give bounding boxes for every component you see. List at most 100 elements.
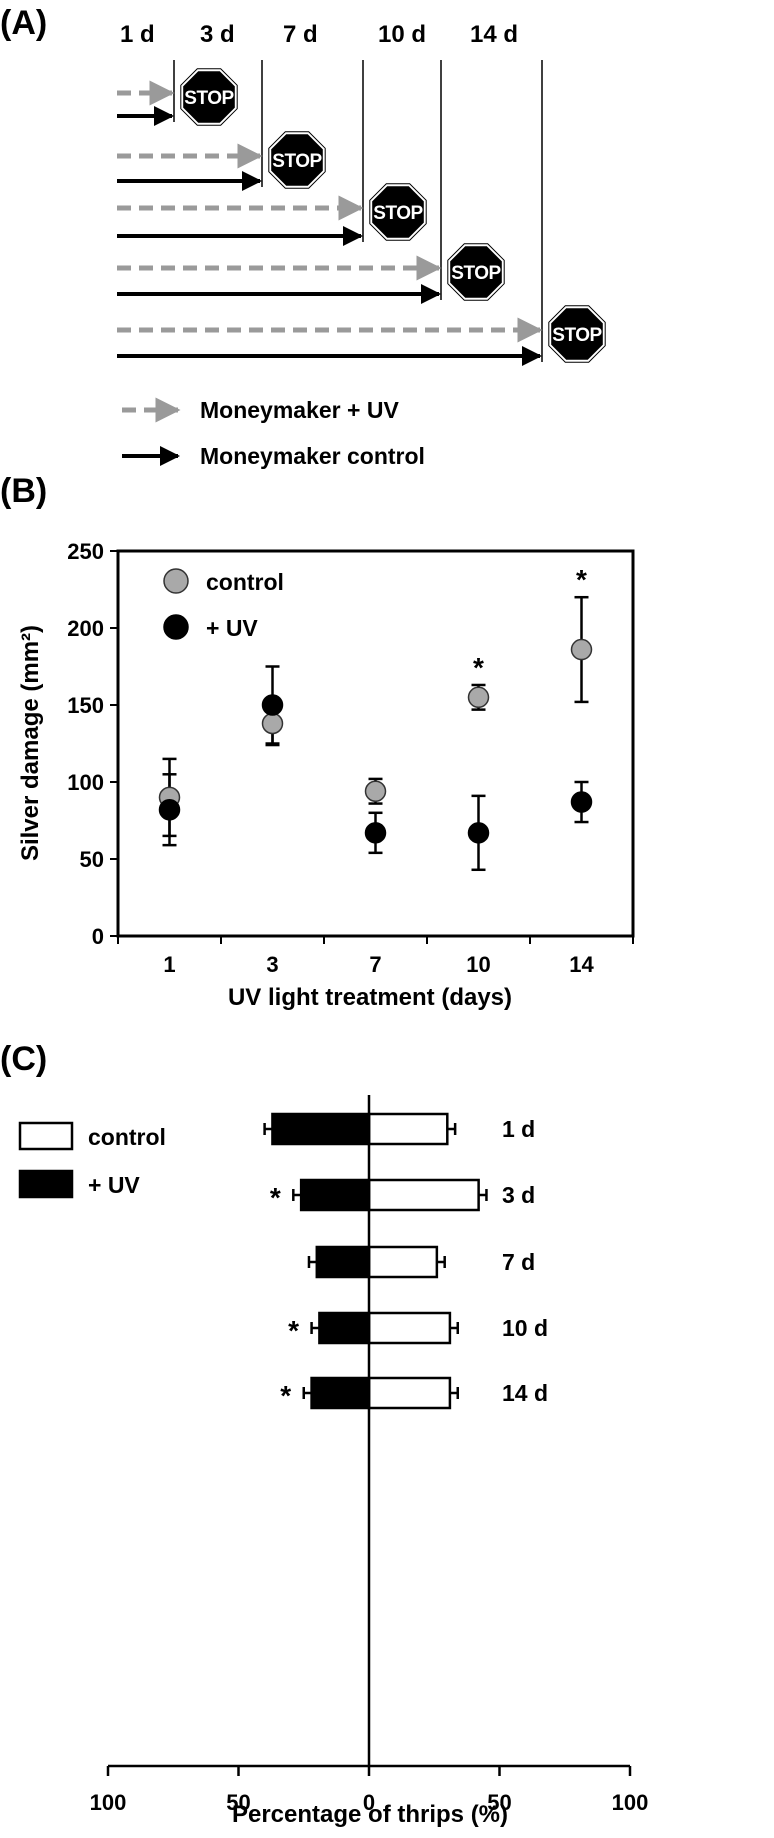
bar-uv-1 d xyxy=(263,1112,371,1146)
bar-rect xyxy=(367,1245,439,1279)
legend-control-label: control xyxy=(206,569,284,595)
stop-sign-label: STOP xyxy=(451,263,501,284)
y-tick-label: 100 xyxy=(67,770,104,795)
bar-uv-3 d xyxy=(292,1178,371,1212)
marker-control xyxy=(570,638,593,661)
y-tick-label: 250 xyxy=(67,539,104,564)
stop-sign-border xyxy=(548,305,606,363)
stop-sign-shape xyxy=(549,306,605,362)
bar-rect xyxy=(310,1376,371,1410)
stop-sign-shape xyxy=(448,244,504,300)
significance-star: * xyxy=(288,1315,299,1346)
bar-rect xyxy=(367,1376,452,1410)
panel-b-data: ** xyxy=(158,564,593,872)
x-tick-label: 100 xyxy=(612,1790,649,1815)
bar-uv-7 d xyxy=(307,1245,371,1279)
stop-sign-shape xyxy=(181,69,237,125)
y-tick-label: 0 xyxy=(92,924,104,949)
bar-rect xyxy=(299,1178,371,1212)
stop-sign-border xyxy=(180,68,238,126)
x-tick-label: 1 xyxy=(163,952,175,977)
stop-sign-label: STOP xyxy=(184,88,234,109)
panel-b-frame xyxy=(116,549,635,938)
legend-uv-label: + UV xyxy=(206,615,258,641)
stop-sign-label: STOP xyxy=(552,325,602,346)
significance-star: * xyxy=(576,564,587,595)
panel-c-label: (C) xyxy=(0,1040,47,1078)
x-tick-label: 100 xyxy=(90,1790,127,1815)
stop-sign-border xyxy=(369,183,427,241)
category-label: 14 d xyxy=(502,1380,548,1406)
legend-uv-swatch xyxy=(18,1169,74,1199)
x-tick-label: 50 xyxy=(226,1790,250,1815)
day-header-7d: 7 d xyxy=(283,21,318,48)
legend-control-swatch xyxy=(18,1121,74,1151)
stop-sign-border xyxy=(268,131,326,189)
category-label: 1 d xyxy=(502,1116,535,1142)
day-header-3d: 3 d xyxy=(200,21,235,48)
stop-sign-border xyxy=(447,243,505,301)
legend-control-marker xyxy=(163,568,189,594)
stop-sign-icon: STOP xyxy=(180,68,238,126)
bar-rect xyxy=(367,1178,480,1212)
y-tick-label: 200 xyxy=(67,616,104,641)
panel-c-legend: control + UV xyxy=(18,1121,166,1199)
marker-control xyxy=(467,686,490,709)
marker-uv xyxy=(158,798,181,821)
x-tick-label: 7 xyxy=(369,952,381,977)
bar-control-3 d xyxy=(367,1178,488,1212)
y-tick-label: 150 xyxy=(67,693,104,718)
category-label: 7 d xyxy=(502,1249,535,1275)
bar-rect xyxy=(271,1112,371,1146)
significance-star: * xyxy=(280,1380,291,1411)
stop-sign-icon: STOP xyxy=(268,131,326,189)
legend-control-label: Moneymaker control xyxy=(200,443,425,469)
panel-b-y-axis-title: Silver damage (mm²) xyxy=(17,625,44,861)
stop-sign-shape xyxy=(370,184,426,240)
panel-c-axes: 100 50 0 50 100 xyxy=(90,1095,649,1815)
bar-rect xyxy=(315,1245,371,1279)
bar-control-1 d xyxy=(367,1112,457,1146)
panel-b-axes: 0 50 100 150 200 250 1 3 7 10 14 xyxy=(67,539,634,977)
panel-b-label: (B) xyxy=(0,472,47,510)
y-tick-label: 50 xyxy=(80,847,104,872)
stop-sign-icon: STOP xyxy=(548,305,606,363)
legend-control-label: control xyxy=(88,1124,166,1150)
bar-control-10 d xyxy=(367,1311,459,1345)
stop-sign-icon: STOP xyxy=(447,243,505,301)
stop-sign-shape xyxy=(269,132,325,188)
day-header-14d: 14 d xyxy=(470,21,518,48)
panel-b-x-axis-title: UV light treatment (days) xyxy=(228,984,512,1011)
panel-b-legend: control + UV xyxy=(163,568,284,641)
marker-control xyxy=(364,780,387,802)
bar-control-14 d xyxy=(367,1376,459,1410)
stop-sign-label: STOP xyxy=(373,203,423,224)
marker-uv xyxy=(570,791,593,813)
bar-uv-14 d xyxy=(302,1376,371,1410)
marker-uv xyxy=(364,822,387,844)
legend-uv-label: + UV xyxy=(88,1172,140,1198)
stop-sign-label: STOP xyxy=(272,151,322,172)
stop-sign-icon: STOP xyxy=(369,183,427,241)
panel-c-data: 1 d 3 d 7 d 10 d 14 d * * * xyxy=(263,1112,548,1411)
x-tick-label: 50 xyxy=(487,1790,511,1815)
bar-rect xyxy=(367,1311,452,1345)
x-tick-label: 10 xyxy=(466,952,490,977)
panel-c-x-axis-title: Percentage of thrips (%) xyxy=(232,1801,508,1828)
x-tick-label: 3 xyxy=(266,952,278,977)
panel-a-label: (A) xyxy=(0,4,47,42)
bar-rect xyxy=(367,1112,449,1146)
panel-a-day-headers: 1 d 3 d 7 d 10 d 14 d xyxy=(120,21,518,48)
x-tick-label: 14 xyxy=(569,952,594,977)
significance-star: * xyxy=(270,1182,281,1213)
bar-rect xyxy=(318,1311,371,1345)
day-header-10d: 10 d xyxy=(378,21,426,48)
bar-control-7 d xyxy=(367,1245,446,1279)
marker-uv xyxy=(261,694,284,716)
bar-uv-10 d xyxy=(310,1311,371,1345)
panel-a-legend: Moneymaker + UV Moneymaker control xyxy=(122,397,425,469)
panel-a-timeline: STOP STOP STOP STOP STOP xyxy=(117,60,606,366)
marker-uv xyxy=(467,822,490,844)
day-header-1d: 1 d xyxy=(120,21,155,48)
